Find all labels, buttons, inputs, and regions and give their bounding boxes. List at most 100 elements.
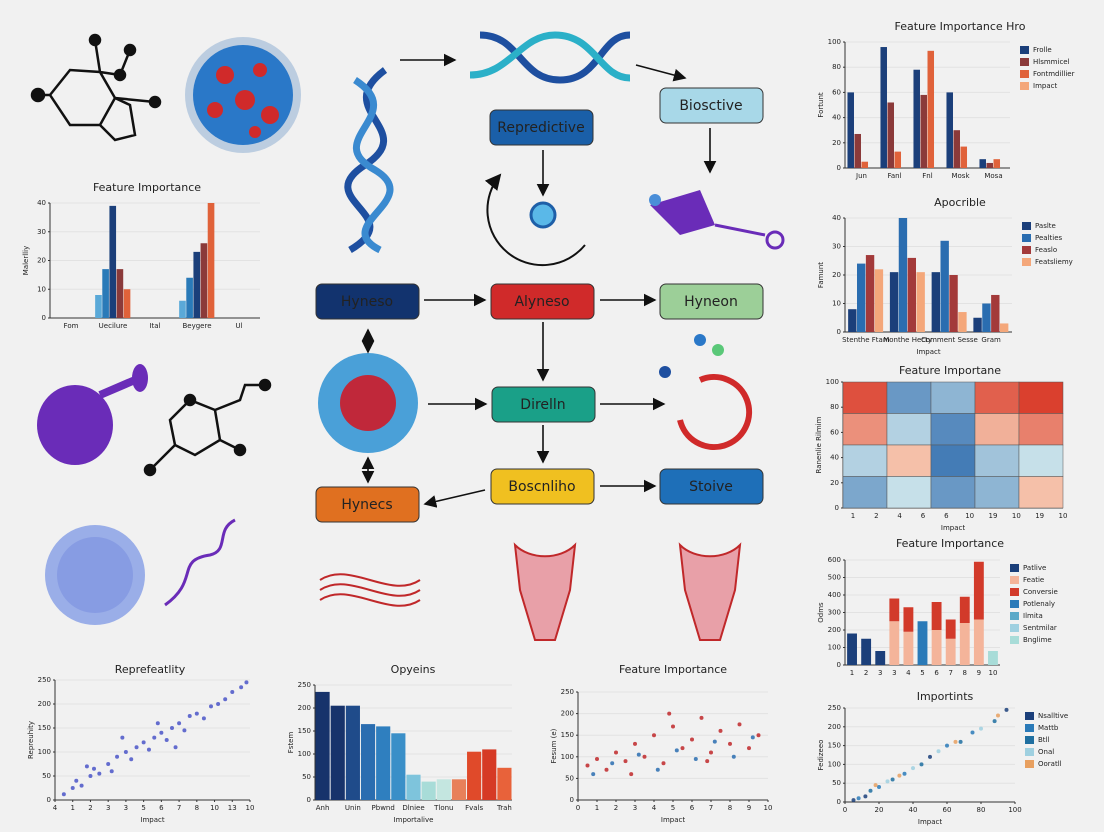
bar: [931, 272, 941, 332]
x-tick-label: 10: [210, 804, 219, 812]
legend-label: Btll: [1038, 736, 1049, 744]
x-tick-label: 8: [963, 669, 967, 677]
chart: Apocrible Famunt Impact 0 10 20 30 40 Stenthe Ft…: [817, 196, 1073, 356]
bar: [848, 309, 857, 332]
x-tick-label: 2: [88, 804, 92, 812]
y-tick-label: 200: [828, 626, 841, 634]
y-tick-label: 80: [832, 63, 841, 71]
point: [216, 702, 221, 706]
x-tick-label: 8: [728, 804, 732, 812]
x-tick-label: Ital: [149, 322, 160, 330]
point: [230, 690, 235, 694]
node-label: Alyneso: [514, 294, 569, 310]
point: [885, 779, 890, 784]
point: [146, 747, 151, 752]
bar: [207, 203, 215, 318]
virus: [185, 37, 301, 153]
point: [109, 769, 114, 774]
chart: Feature Importance Malerlliy 0 10 20 30 40 Fom U…: [22, 181, 260, 330]
legend-label: Frolle: [1033, 46, 1052, 54]
y-tick-label: 80: [830, 403, 839, 411]
node-box: [491, 386, 596, 423]
y-axis-label: Famunt: [817, 262, 825, 288]
legend-swatch: [1025, 736, 1034, 744]
x-tick-label: 0: [576, 804, 580, 812]
y-tick-label: 300: [828, 609, 841, 617]
y-tick-label: 0: [837, 328, 841, 336]
bar: [102, 269, 109, 318]
point: [661, 761, 666, 766]
bar: [916, 272, 925, 332]
x-tick-label: Pbwnd: [372, 804, 395, 812]
legend-swatch: [1020, 58, 1029, 66]
point: [61, 792, 66, 797]
x-axis-label: Impact: [941, 524, 965, 532]
point: [747, 746, 751, 751]
y-tick-label: 100: [298, 750, 311, 758]
legend-swatch: [1020, 46, 1029, 54]
y-tick-label: 40: [832, 214, 841, 222]
legend-swatch: [1010, 612, 1019, 620]
y-tick-label: 200: [298, 704, 311, 712]
legend-swatch: [1025, 760, 1034, 768]
chart-title: Opyeins: [391, 663, 436, 676]
point: [155, 721, 160, 726]
heat-cell: [1018, 381, 1064, 414]
point: [159, 730, 164, 735]
point: [633, 741, 637, 746]
virus-2: [45, 525, 145, 625]
bar: [940, 240, 949, 332]
node-label: Biosctive: [679, 98, 742, 114]
arrows: [361, 53, 717, 508]
node-label: Hyneso: [341, 294, 393, 310]
x-tick-label: Trah: [496, 804, 512, 812]
point: [97, 771, 102, 776]
x-tick-label: 4: [906, 669, 911, 677]
x-tick-label: 1: [850, 669, 854, 677]
y-tick-label: 200: [828, 723, 841, 731]
point: [129, 757, 134, 762]
point: [201, 716, 206, 721]
chart: Importints Fedizeeo Impact 0 50 100 150 200 250 0…: [817, 690, 1068, 826]
chart-title: Apocrible: [934, 196, 986, 209]
heat-cell: [842, 413, 888, 446]
y-tick-label: 100: [828, 38, 841, 46]
bar: [894, 151, 902, 168]
node-label: Hyneon: [684, 294, 738, 310]
point: [652, 733, 656, 738]
x-tick-label: Monthe Hecty: [883, 336, 932, 344]
y-axis-label: Repreuhity: [27, 721, 35, 759]
legend-label: Conversie: [1023, 588, 1058, 596]
y-tick-label: 500: [828, 574, 841, 582]
x-tick-label: Mosk: [951, 172, 970, 180]
bar-segment: [931, 630, 942, 665]
x-tick-label: 2: [864, 669, 868, 677]
point: [705, 759, 710, 764]
x-tick-label: 10: [764, 804, 773, 812]
x-axis-label: Impact: [661, 816, 685, 824]
x-tick-label: Unin: [345, 804, 361, 812]
point: [756, 733, 761, 738]
y-tick-label: 40: [37, 199, 46, 207]
heat-cell: [1018, 413, 1064, 446]
heat-cell: [886, 413, 932, 446]
bar: [116, 269, 124, 318]
bar: [949, 275, 958, 332]
heat-cell: [974, 476, 1020, 509]
x-tick-label: 7: [709, 804, 713, 812]
point: [604, 767, 609, 772]
x-axis-label: Impact: [916, 348, 940, 356]
chart: Opyeins Fstem Importalive 0 50 100 150 200 250 An…: [287, 663, 512, 824]
x-tick-label: 5: [141, 804, 145, 812]
y-tick-label: 250: [298, 681, 311, 689]
x-tick-label: Mosa: [984, 172, 1002, 180]
point: [610, 761, 615, 766]
legend-swatch: [1010, 600, 1019, 608]
chart: Feature Importance Hro Fortunt 0 20 40 60 80 10…: [817, 20, 1075, 180]
y-axis-label: Fstem: [287, 732, 295, 754]
point: [623, 759, 628, 764]
x-tick-label: Fvals: [465, 804, 483, 812]
point: [699, 715, 704, 720]
legend-label: Ooratll: [1038, 760, 1062, 768]
chart-title: Feature Importance Hro: [895, 20, 1026, 33]
